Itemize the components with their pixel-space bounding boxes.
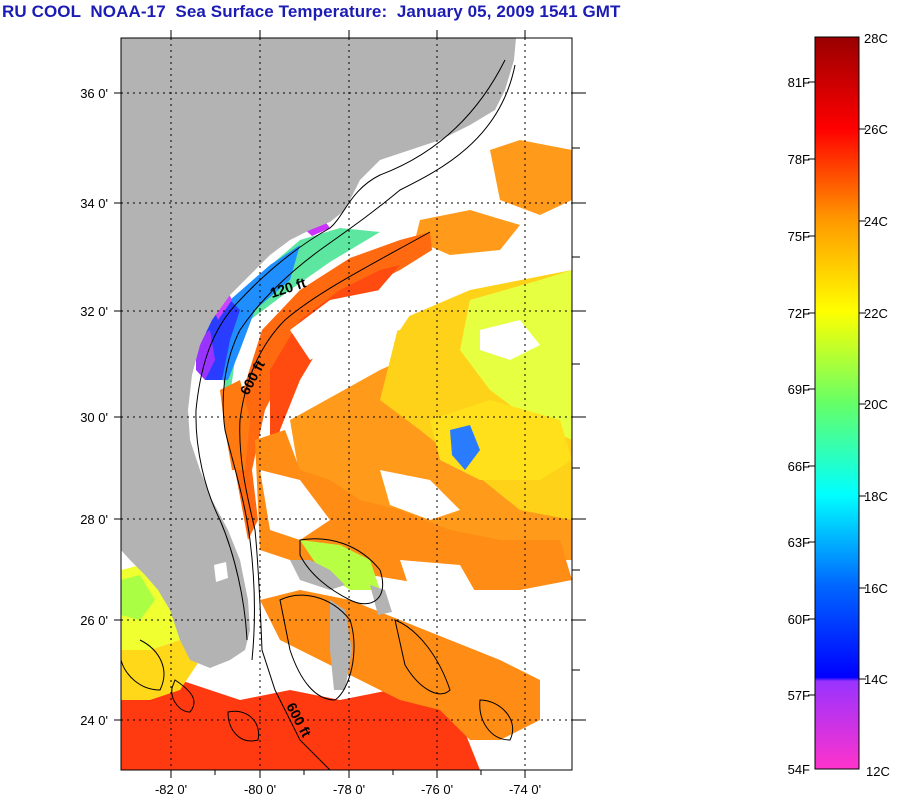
colorbar-c-14: 14C bbox=[864, 672, 888, 687]
lon-label-76: -76 0' bbox=[421, 782, 453, 797]
lat-label-36: 36 0' bbox=[80, 86, 108, 101]
bathymetry-contours bbox=[121, 59, 516, 770]
sst-ocean-field bbox=[121, 140, 572, 770]
colorbar-c-18: 18C bbox=[864, 489, 888, 504]
map-frame bbox=[120, 37, 573, 771]
colorbar-f-69: 69F bbox=[788, 382, 810, 397]
colorbar bbox=[814, 36, 860, 770]
lon-label-78: -78 0' bbox=[333, 782, 365, 797]
colorbar-c-26: 26C bbox=[864, 122, 888, 137]
lat-label-28: 28 0' bbox=[80, 512, 108, 527]
map-panel: 120 ft 600 ft 600 ft bbox=[121, 38, 572, 770]
colorbar-f-72: 72F bbox=[788, 306, 810, 321]
longitude-axis bbox=[170, 30, 526, 778]
lat-label-34: 34 0' bbox=[80, 196, 108, 211]
colorbar-ticks bbox=[808, 81, 866, 696]
lat-label-30: 30 0' bbox=[80, 410, 108, 425]
graticule bbox=[121, 38, 572, 770]
colorbar-f-78: 78F bbox=[788, 152, 810, 167]
lat-label-26: 26 0' bbox=[80, 613, 108, 628]
land-mass bbox=[121, 38, 516, 690]
lon-label-80: -80 0' bbox=[244, 782, 276, 797]
page-title: RU COOL NOAA-17 Sea Surface Temperature:… bbox=[2, 2, 621, 21]
lon-label-74: -74 0' bbox=[509, 782, 541, 797]
latitude-axis bbox=[114, 92, 586, 721]
colorbar-c-24: 24C bbox=[864, 214, 888, 229]
lon-label-82: -82 0' bbox=[155, 782, 187, 797]
colorbar-c-12: 12C bbox=[866, 764, 890, 779]
colorbar-c-28: 28C bbox=[864, 31, 888, 46]
colorbar-f-54: 54F bbox=[788, 762, 810, 777]
lat-label-24: 24 0' bbox=[80, 713, 108, 728]
colorbar-c-22: 22C bbox=[864, 306, 888, 321]
colorbar-f-63: 63F bbox=[788, 535, 810, 550]
lat-label-32: 32 0' bbox=[80, 304, 108, 319]
colorbar-f-60: 60F bbox=[788, 612, 810, 627]
colorbar-f-57: 57F bbox=[788, 688, 810, 703]
colorbar-c-20: 20C bbox=[864, 397, 888, 412]
colorbar-c-16: 16C bbox=[864, 581, 888, 596]
colorbar-f-66: 66F bbox=[788, 459, 810, 474]
colorbar-f-81: 81F bbox=[788, 75, 810, 90]
colorbar-f-75: 75F bbox=[788, 229, 810, 244]
